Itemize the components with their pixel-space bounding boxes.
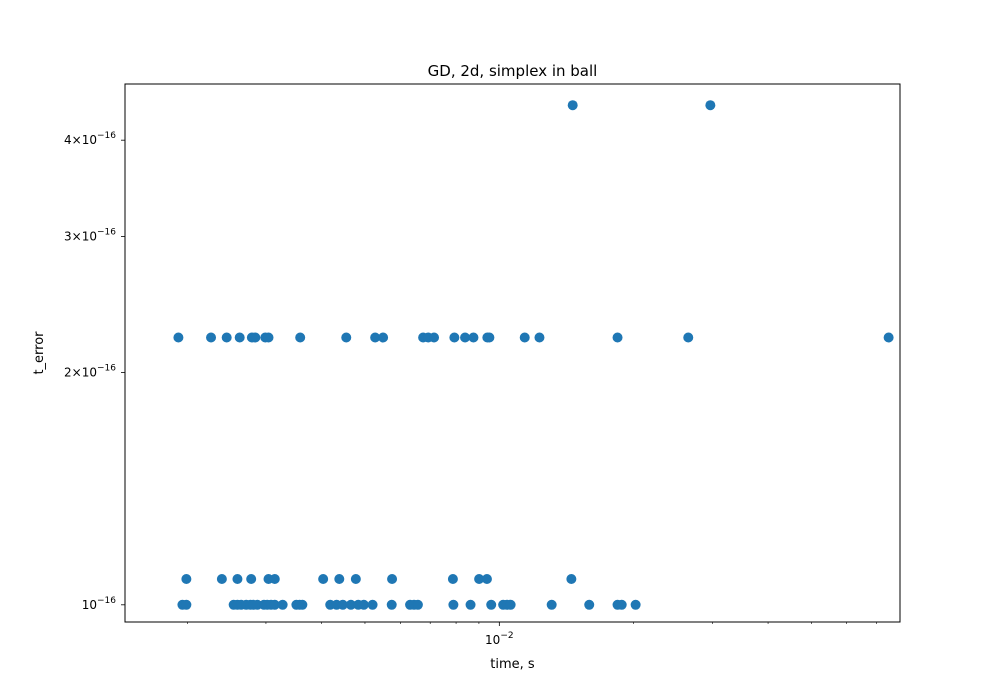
data-point (447, 574, 458, 585)
data-point (358, 599, 369, 610)
data-point (519, 332, 530, 343)
data-point (181, 574, 192, 585)
data-point (318, 574, 329, 585)
data-point (277, 599, 288, 610)
y-tick-label: 10−16 (82, 596, 117, 612)
x-tick-label: 10−2 (485, 631, 514, 647)
data-point (412, 599, 423, 610)
data-point (484, 332, 495, 343)
data-point (232, 574, 243, 585)
data-point (567, 100, 578, 111)
y-axis-ticks: 10−16 2×10−16 3×10−16 4×10−16 (64, 131, 125, 612)
data-point (448, 599, 459, 610)
data-point (630, 599, 641, 610)
data-point (883, 332, 894, 343)
data-point (705, 100, 716, 111)
data-point (683, 332, 694, 343)
data-point (221, 332, 232, 343)
data-point (449, 332, 460, 343)
data-point (429, 332, 440, 343)
data-point (584, 599, 595, 610)
data-point (486, 599, 497, 610)
data-points (173, 100, 894, 610)
data-point (534, 332, 545, 343)
data-point (295, 332, 306, 343)
y-tick-label: 2×10−16 (64, 363, 116, 379)
data-point (269, 599, 280, 610)
data-point (370, 332, 381, 343)
y-tick-label: 4×10−16 (64, 131, 116, 147)
data-point (246, 574, 257, 585)
data-point (350, 574, 361, 585)
data-point (297, 599, 308, 610)
data-point (468, 332, 479, 343)
x-axis-label: time, s (490, 657, 535, 672)
data-point (616, 599, 627, 610)
data-point (546, 599, 557, 610)
data-point (460, 332, 471, 343)
data-point (263, 332, 274, 343)
data-point (387, 574, 398, 585)
data-point (341, 332, 352, 343)
data-point (216, 574, 227, 585)
data-point (334, 574, 345, 585)
data-point (378, 332, 389, 343)
data-point (481, 574, 492, 585)
data-point (566, 574, 577, 585)
data-point (206, 332, 217, 343)
data-point (505, 599, 516, 610)
data-point (337, 599, 348, 610)
data-point (474, 574, 485, 585)
data-point (269, 574, 280, 585)
data-point (181, 599, 192, 610)
data-point (367, 599, 378, 610)
data-point (465, 599, 476, 610)
y-axis-label: t_error (32, 331, 47, 375)
y-tick-label: 3×10−16 (64, 228, 116, 244)
data-point (234, 332, 245, 343)
data-point (386, 599, 397, 610)
chart-title: GD, 2d, simplex in ball (428, 62, 598, 80)
data-point (345, 599, 356, 610)
data-point (173, 332, 184, 343)
x-axis-ticks: 10−2 (485, 622, 514, 647)
data-point (250, 332, 261, 343)
plot-frame (124, 83, 901, 623)
data-point (612, 332, 623, 343)
